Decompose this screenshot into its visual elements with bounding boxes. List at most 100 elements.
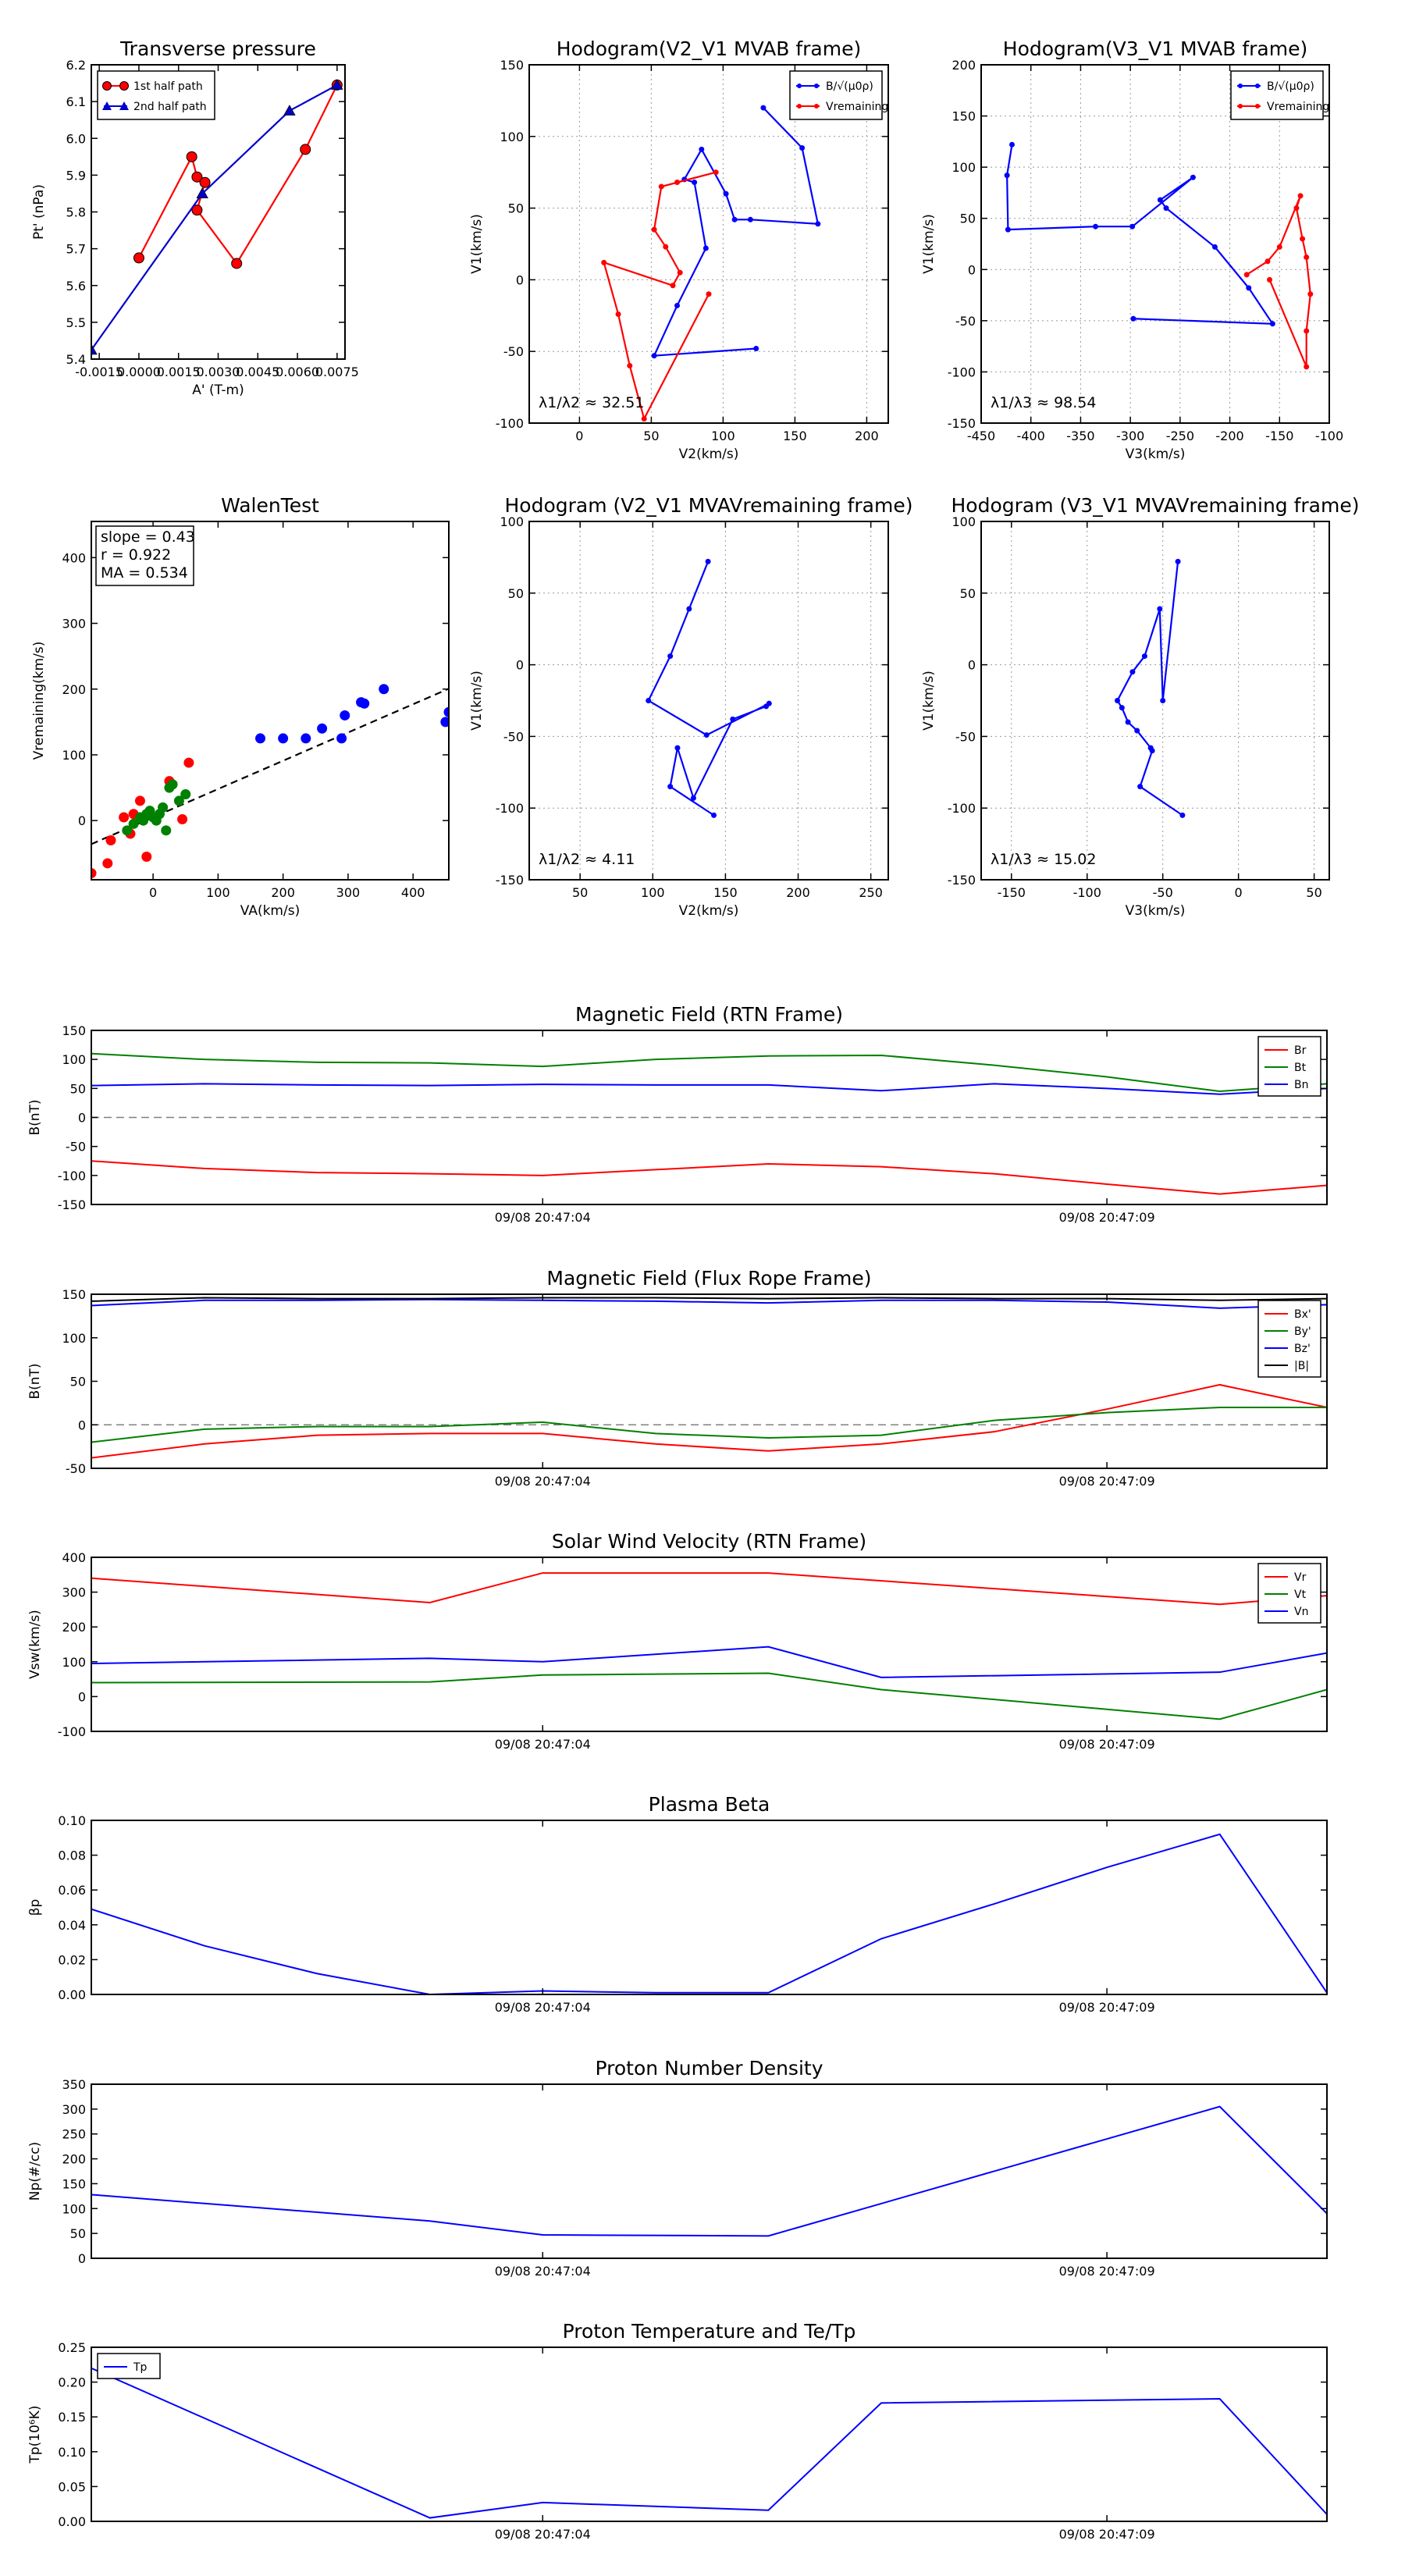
y-tick-label: 250 [62, 2127, 86, 2142]
x-tick-label: -150 [998, 885, 1026, 900]
data-point [674, 745, 681, 751]
x-tick-label: 300 [336, 885, 361, 900]
series-line [91, 84, 338, 350]
annotation: λ1/λ2 ≈ 32.51 [539, 394, 644, 411]
data-point [753, 346, 759, 352]
data-point [119, 812, 130, 823]
data-point [723, 190, 729, 197]
data-point [641, 415, 647, 422]
series-line [91, 1083, 1327, 1095]
y-tick-label: 150 [62, 2176, 86, 2191]
data-point [667, 653, 674, 660]
y-tick-label: 0 [78, 1689, 86, 1704]
legend-marker [1238, 104, 1243, 109]
legend: Tp [97, 2353, 161, 2379]
axes-frame [528, 64, 889, 424]
data-point [1297, 193, 1304, 199]
chart-ts5: 09/08 20:47:04 09/08 20:47:09 0 50 100 150 200… [27, 2057, 1328, 2279]
x-axis-label: VA(km/s) [240, 903, 300, 919]
series-line [647, 560, 770, 817]
data-point [1157, 197, 1163, 203]
y-tick-label: 200 [62, 1620, 86, 1635]
series-0 [91, 1383, 1327, 1459]
series-line [653, 107, 820, 357]
legend: Vr Vt Vn [1257, 1563, 1321, 1624]
data-point [646, 698, 652, 703]
data-point [703, 732, 710, 738]
series-2 [255, 684, 449, 744]
chart-tp: -0.00150.00000.00150.00300.00450.00600.0… [31, 37, 359, 398]
chart-ts6: 09/08 20:47:04 09/08 20:47:09 0.00 0.05 0.10… [27, 2320, 1328, 2542]
data-point [128, 818, 139, 829]
y-tick-label: -150 [496, 873, 524, 888]
x-tick-label: 100 [641, 885, 665, 900]
data-point [766, 700, 772, 706]
legend: B/√(μ0ρ) Vremaining [1230, 70, 1329, 120]
data-point [283, 105, 296, 116]
data-point [379, 684, 389, 695]
series-3 [91, 1297, 1327, 1302]
x-tick-label: -350 [1066, 429, 1094, 443]
data-point [1147, 745, 1154, 751]
y-tick-label: 5.5 [66, 315, 86, 330]
y-tick-label: 0 [78, 1418, 86, 1432]
y-axis-label: V1(km/s) [469, 214, 485, 274]
y-tick-label: 150 [62, 1023, 86, 1038]
series-0 [91, 2105, 1327, 2237]
series-1 [601, 169, 719, 422]
legend: 1st half path 2nd half path [97, 70, 215, 120]
series-line [91, 1572, 1327, 1606]
x-tick-label: 09/08 20:47:04 [495, 2264, 591, 2279]
y-tick-label: -50 [66, 1140, 86, 1155]
data-point [677, 269, 683, 276]
y-tick-label: -100 [496, 416, 524, 431]
legend: B/√(μ0ρ) Vremaining [789, 70, 888, 120]
y-tick-label: 200 [951, 58, 976, 73]
annotation: λ1/λ2 ≈ 4.11 [539, 851, 635, 868]
x-tick-label: 200 [271, 885, 295, 900]
data-point [301, 733, 311, 744]
y-tick-label: 50 [70, 1375, 86, 1389]
data-point [1115, 698, 1121, 703]
series-line [91, 2367, 1327, 2519]
data-point [692, 180, 698, 186]
data-point [1137, 784, 1144, 790]
x-axis-label: V3(km/s) [1126, 903, 1186, 919]
legend-label: B/√(μ0ρ) [826, 80, 873, 93]
annotation: λ1/λ3 ≈ 98.54 [991, 394, 1096, 411]
annotation: λ1/λ3 ≈ 15.02 [991, 851, 1096, 868]
x-tick-label: 09/08 20:47:04 [495, 2527, 591, 2542]
data-point [1009, 141, 1016, 148]
x-tick-label: 200 [786, 885, 810, 900]
y-axis-label: B(nT) [27, 1099, 43, 1135]
legend: Br Bt Bn [1257, 1036, 1321, 1097]
data-point [191, 205, 203, 216]
series-line [603, 171, 717, 422]
x-tick-label: 09/08 20:47:09 [1059, 2527, 1155, 2542]
series-line [91, 1298, 1327, 1309]
x-tick-label: 09/08 20:47:09 [1059, 1737, 1155, 1752]
chart-title: Plasma Beta [649, 1793, 770, 1816]
y-tick-label: 0 [516, 272, 524, 287]
data-point [91, 343, 98, 355]
x-tick-label: 0.0030 [197, 365, 240, 379]
series-2 [91, 1083, 1327, 1095]
chart-title: Hodogram (V2_V1 MVAVremaining frame) [505, 494, 913, 517]
data-point [1267, 276, 1273, 283]
y-tick-label: -150 [948, 416, 976, 431]
series-0 [133, 79, 343, 269]
data-point [658, 183, 664, 190]
data-point [1190, 174, 1196, 180]
data-point [1307, 291, 1314, 297]
y-tick-label: -100 [58, 1724, 86, 1739]
y-tick-label: 50 [70, 1081, 86, 1096]
data-point [601, 259, 607, 265]
data-point [1269, 321, 1275, 327]
data-point [158, 802, 169, 813]
y-tick-label: -50 [955, 729, 976, 744]
y-tick-label: 0.04 [58, 1918, 86, 1933]
data-point [674, 302, 681, 308]
data-point [690, 795, 696, 801]
y-tick-label: 100 [500, 130, 524, 144]
y-tick-label: 100 [62, 748, 86, 763]
